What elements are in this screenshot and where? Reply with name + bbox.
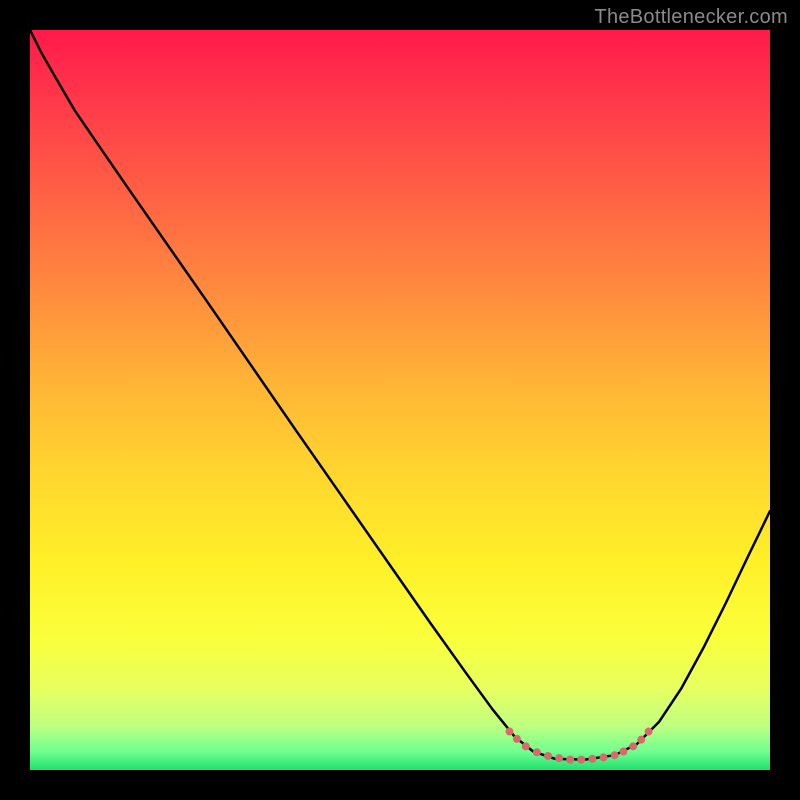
plot-area [30,30,770,770]
optimal-range-dots [506,728,653,764]
watermark-text: TheBottlenecker.com [594,6,788,29]
chart-frame: TheBottlenecker.com [0,0,800,800]
curve-layer [30,30,770,770]
bottleneck-curve [30,30,770,760]
